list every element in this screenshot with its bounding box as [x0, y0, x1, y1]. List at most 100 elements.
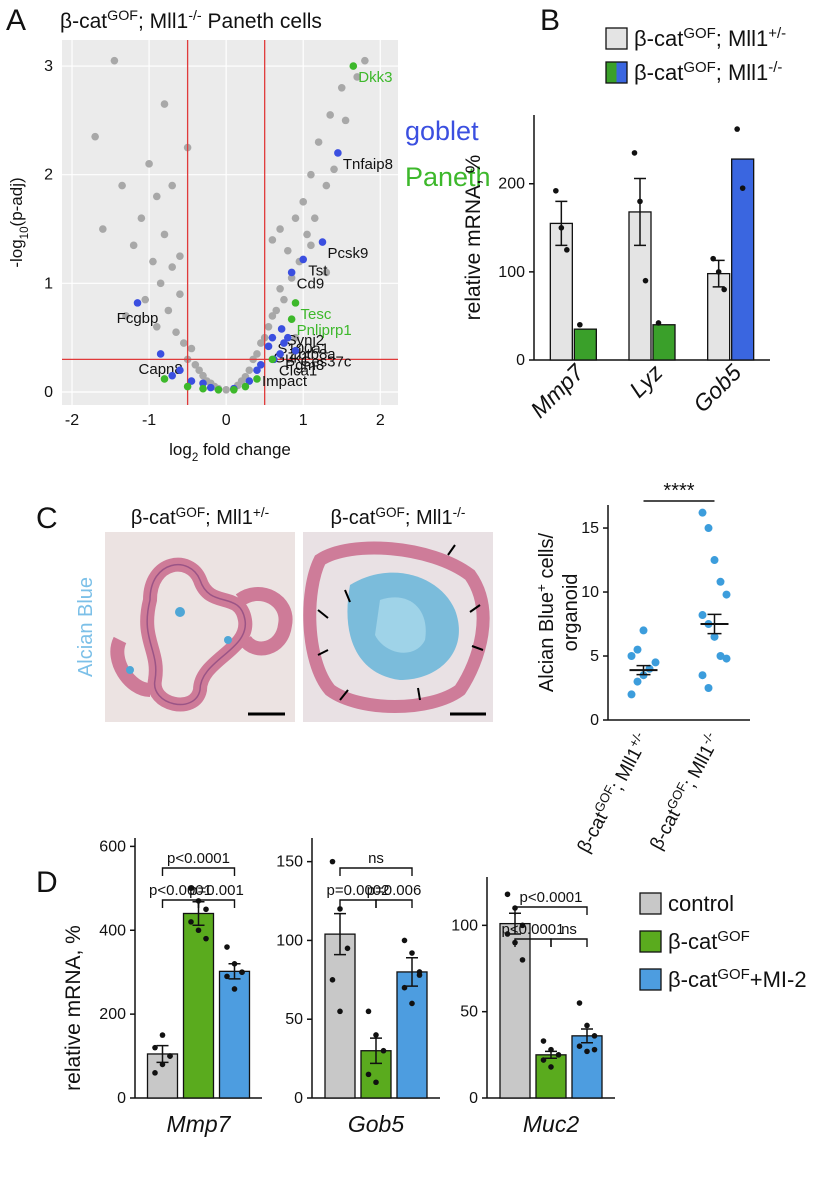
point-label: Cd9 — [297, 275, 325, 292]
point — [206, 383, 215, 392]
text-part: +/- — [768, 25, 786, 42]
point — [264, 342, 273, 351]
text-part: -/- — [768, 59, 782, 76]
point-label: S100a1 — [277, 341, 329, 358]
point — [129, 241, 138, 250]
data-point — [159, 1061, 166, 1068]
point-label: Impact — [262, 373, 308, 390]
x-tick-label: Gob5 — [348, 1111, 404, 1137]
point — [176, 252, 184, 260]
data-point — [231, 961, 238, 967]
data-point — [722, 654, 731, 663]
x-tick-label: Lyz — [624, 359, 668, 403]
significance-bracket — [339, 867, 413, 876]
point — [168, 181, 177, 190]
bar — [731, 158, 755, 361]
text-part: cells/ — [536, 532, 558, 584]
data-point — [633, 677, 642, 686]
data-point — [188, 885, 194, 892]
point — [291, 299, 300, 307]
point-label: Pgm8 — [285, 357, 324, 374]
bar — [535, 1054, 567, 1099]
legend-label: control — [668, 891, 734, 916]
x-axis-label: log2 fold change — [169, 440, 291, 464]
point — [152, 322, 161, 331]
point — [326, 111, 334, 119]
data-point — [239, 969, 245, 975]
y-tick-label: 100 — [451, 917, 478, 934]
bar — [182, 912, 215, 1099]
data-point — [416, 972, 423, 978]
significance-bracket — [514, 906, 588, 915]
x-tick-label: β-catGOF; Mll1-/- — [643, 729, 725, 854]
point — [253, 366, 261, 375]
legend-swatch-border — [639, 930, 662, 953]
x-tick-label: Gob5 — [688, 359, 746, 417]
point-label: Fcgbp — [117, 310, 159, 327]
y-tick-label: 1 — [44, 275, 53, 292]
y-axis-label: -log10(p-adj) — [7, 177, 31, 267]
data-point — [710, 632, 719, 641]
legend-swatch-border — [605, 61, 628, 84]
point — [287, 315, 296, 323]
data-point — [329, 977, 336, 983]
point — [168, 263, 177, 271]
legend-label: β-catGOF; Mll1-/- — [634, 59, 782, 86]
point — [337, 83, 346, 92]
y-axis-label: Alcian Blue+ cells/ — [534, 532, 559, 692]
data-point — [365, 1071, 372, 1078]
point — [299, 198, 308, 206]
point — [322, 181, 331, 190]
data-point — [739, 185, 746, 191]
x-tick-label: Mmp7 — [167, 1111, 232, 1137]
data-point — [710, 556, 719, 565]
point — [156, 350, 165, 358]
text-part: + — [534, 584, 549, 592]
point — [191, 361, 200, 369]
point — [283, 246, 292, 255]
point — [307, 170, 315, 179]
point — [245, 366, 254, 375]
significance-label: **** — [663, 480, 694, 502]
data-point — [224, 944, 230, 950]
point — [176, 290, 184, 298]
data-point — [633, 645, 642, 654]
legend-swatch — [606, 62, 617, 83]
point-label: Tesc — [301, 306, 332, 323]
point — [318, 238, 327, 246]
data-point — [380, 1047, 387, 1054]
bar — [218, 970, 251, 1099]
y-tick-label: 0 — [469, 1090, 478, 1107]
data-point — [504, 931, 511, 937]
significance-label: ns — [368, 850, 384, 867]
micrograph-right — [303, 532, 493, 722]
significance-bracket — [339, 899, 377, 908]
point — [110, 56, 119, 65]
point — [176, 366, 184, 375]
point — [133, 299, 142, 307]
text-part: log — [169, 440, 192, 459]
point-label: Dkk3 — [358, 69, 392, 86]
point — [361, 56, 369, 65]
data-point — [373, 1079, 379, 1086]
point — [303, 230, 311, 239]
text-part: GOF — [107, 8, 138, 24]
point-label: Clca1 — [279, 362, 317, 379]
bar — [499, 922, 531, 1099]
text-part: 2 — [192, 452, 198, 464]
y-tick-label: 10 — [581, 584, 599, 601]
data-point — [401, 984, 408, 991]
x-tick-label: 1 — [299, 412, 308, 429]
x-tick-label: -2 — [65, 412, 79, 429]
point — [349, 62, 358, 70]
x-tick-label: -1 — [142, 412, 156, 429]
text-part: fold change — [198, 440, 291, 459]
text-part: +MI-2 — [750, 967, 807, 992]
text-part: organoid — [560, 574, 582, 652]
point — [99, 225, 107, 233]
bar — [652, 324, 676, 361]
chart-title: β-catGOF; Mll1-/- Paneth cells — [60, 8, 322, 33]
text-part: Paneth cells — [202, 10, 322, 33]
point — [152, 192, 161, 201]
